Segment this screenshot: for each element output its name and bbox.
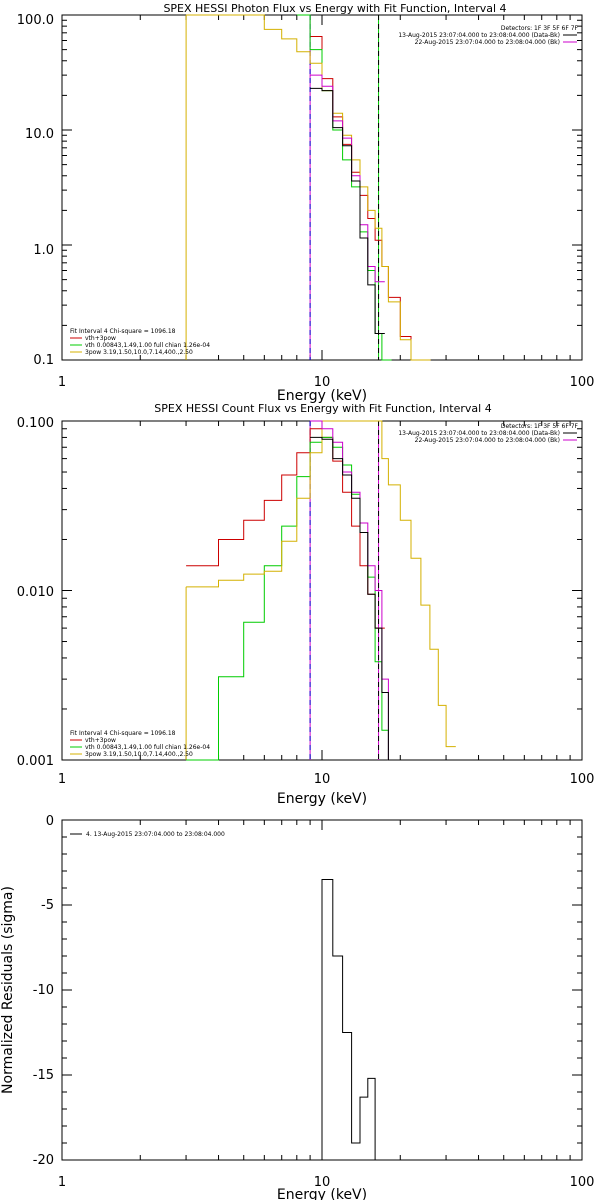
count-y-tick-0.010: 0.010 [17,585,54,600]
count-x-tick-100: 100 [570,772,595,787]
count-legend-header: Fit Interval 4 Chi-square = 1096.18 [70,730,176,737]
resid-x-tick-100: 100 [570,1175,595,1190]
photon-legend-header: Fit Interval 4 Chi-square = 1096.18 [70,328,176,335]
count-x-tick-1: 1 [58,772,66,787]
count-series-magenta-3 [310,420,410,761]
resid-legend-item: 4. 13-Aug-2015 23:07:04.000 to 23:08:04.… [86,831,225,838]
photon-series-vth+3pow-0 [310,36,431,361]
count-flux-panel: SPEX HESSI Count Flux vs Energy with Fit… [17,402,595,807]
resid-y-axis-label: Normalized Residuals (sigma) [0,886,16,1094]
photon-y-tick-1: 1.0 [33,243,54,258]
photon-y-tick-10: 10.0 [25,127,54,142]
photon-legend-item-1: vth+3pow [85,335,116,342]
photon-legend-item-2: vth 0.00843,1.49,1.00 full chian 1.26e-0… [85,342,210,349]
photon-series-magenta-3 [310,74,385,283]
photon-chart-title: SPEX HESSI Photon Flux vs Energy with Fi… [163,2,506,15]
photon-series-black-4 [310,87,385,334]
count-series-black-4 [310,436,410,761]
resid-x-axis-label: Energy (keV) [277,1187,367,1200]
photon-series-vth-1 [296,14,392,361]
count-legend-item-1: vth+3pow [85,737,116,744]
photon-x-tick-100: 100 [570,375,595,390]
count-chart-title: SPEX HESSI Count Flux vs Energy with Fit… [154,402,491,415]
count-series-3pow-2 [186,420,456,748]
photon-time-label-2: 22-Aug-2015 23:07:04.000 to 23:08:04.000… [415,39,560,46]
photon-legend-item-3: 3pow 3.19,1.50,10.0,7.14,400.,2.50 [85,349,193,356]
residuals-series [310,879,385,1161]
resid-x-tick-10: 10 [314,1175,331,1190]
photon-y-tick-100: 100.0 [17,13,54,28]
count-time-label-1: 13-Aug-2015 23:07:04.000 to 23:08:04.000… [398,430,560,437]
resid-y-tick-neg15: -15 [33,1068,54,1083]
resid-y-tick-neg10: -10 [33,983,54,998]
photon-flux-panel: SPEX HESSI Photon Flux vs Energy with Fi… [17,2,595,404]
count-y-tick-0.100: 0.100 [17,416,54,431]
photon-x-tick-10: 10 [314,375,331,390]
photon-detectors-label: Detectors: 1F 3F 5F 6F 7F [501,25,579,32]
photon-x-axis-label: Energy (keV) [277,388,367,404]
photon-series-3pow-2 [186,14,431,361]
resid-y-tick-neg20: -20 [33,1153,54,1168]
resid-y-tick-0: 0 [46,814,54,829]
residuals-panel: 1 10 100 -20 -15 -10 -5 0 Energy (keV) N… [0,814,594,1200]
count-detectors-label: Detectors: 1F 3F 5F 6F 7F [501,423,579,430]
count-x-axis-label: Energy (keV) [277,791,367,807]
photon-y-tick-0.1: 0.1 [33,353,54,368]
count-legend-item-2: vth 0.00843,1.49,1.00 full chian 1.26e-0… [85,744,210,751]
count-time-label-2: 22-Aug-2015 23:07:04.000 to 23:08:04.000… [415,437,560,444]
count-y-tick-0.001: 0.001 [17,754,54,769]
count-axes [61,420,583,761]
count-series [185,420,456,761]
count-x-tick-10: 10 [314,772,331,787]
count-legend-item-3: 3pow 3.19,1.50,10.0,7.14,400.,2.50 [85,751,193,758]
photon-time-label-1: 13-Aug-2015 23:07:04.000 to 23:08:04.000… [398,32,560,39]
resid-y-tick-neg5: -5 [41,898,54,913]
resid-x-tick-1: 1 [58,1175,66,1190]
count-series-vth+3pow-0 [186,428,385,629]
photon-x-tick-1: 1 [58,375,66,390]
count-series-vth-1 [186,436,410,761]
photon-series [185,14,431,361]
resid-series-black-0 [310,879,385,1161]
count-plot-frame [61,420,583,761]
